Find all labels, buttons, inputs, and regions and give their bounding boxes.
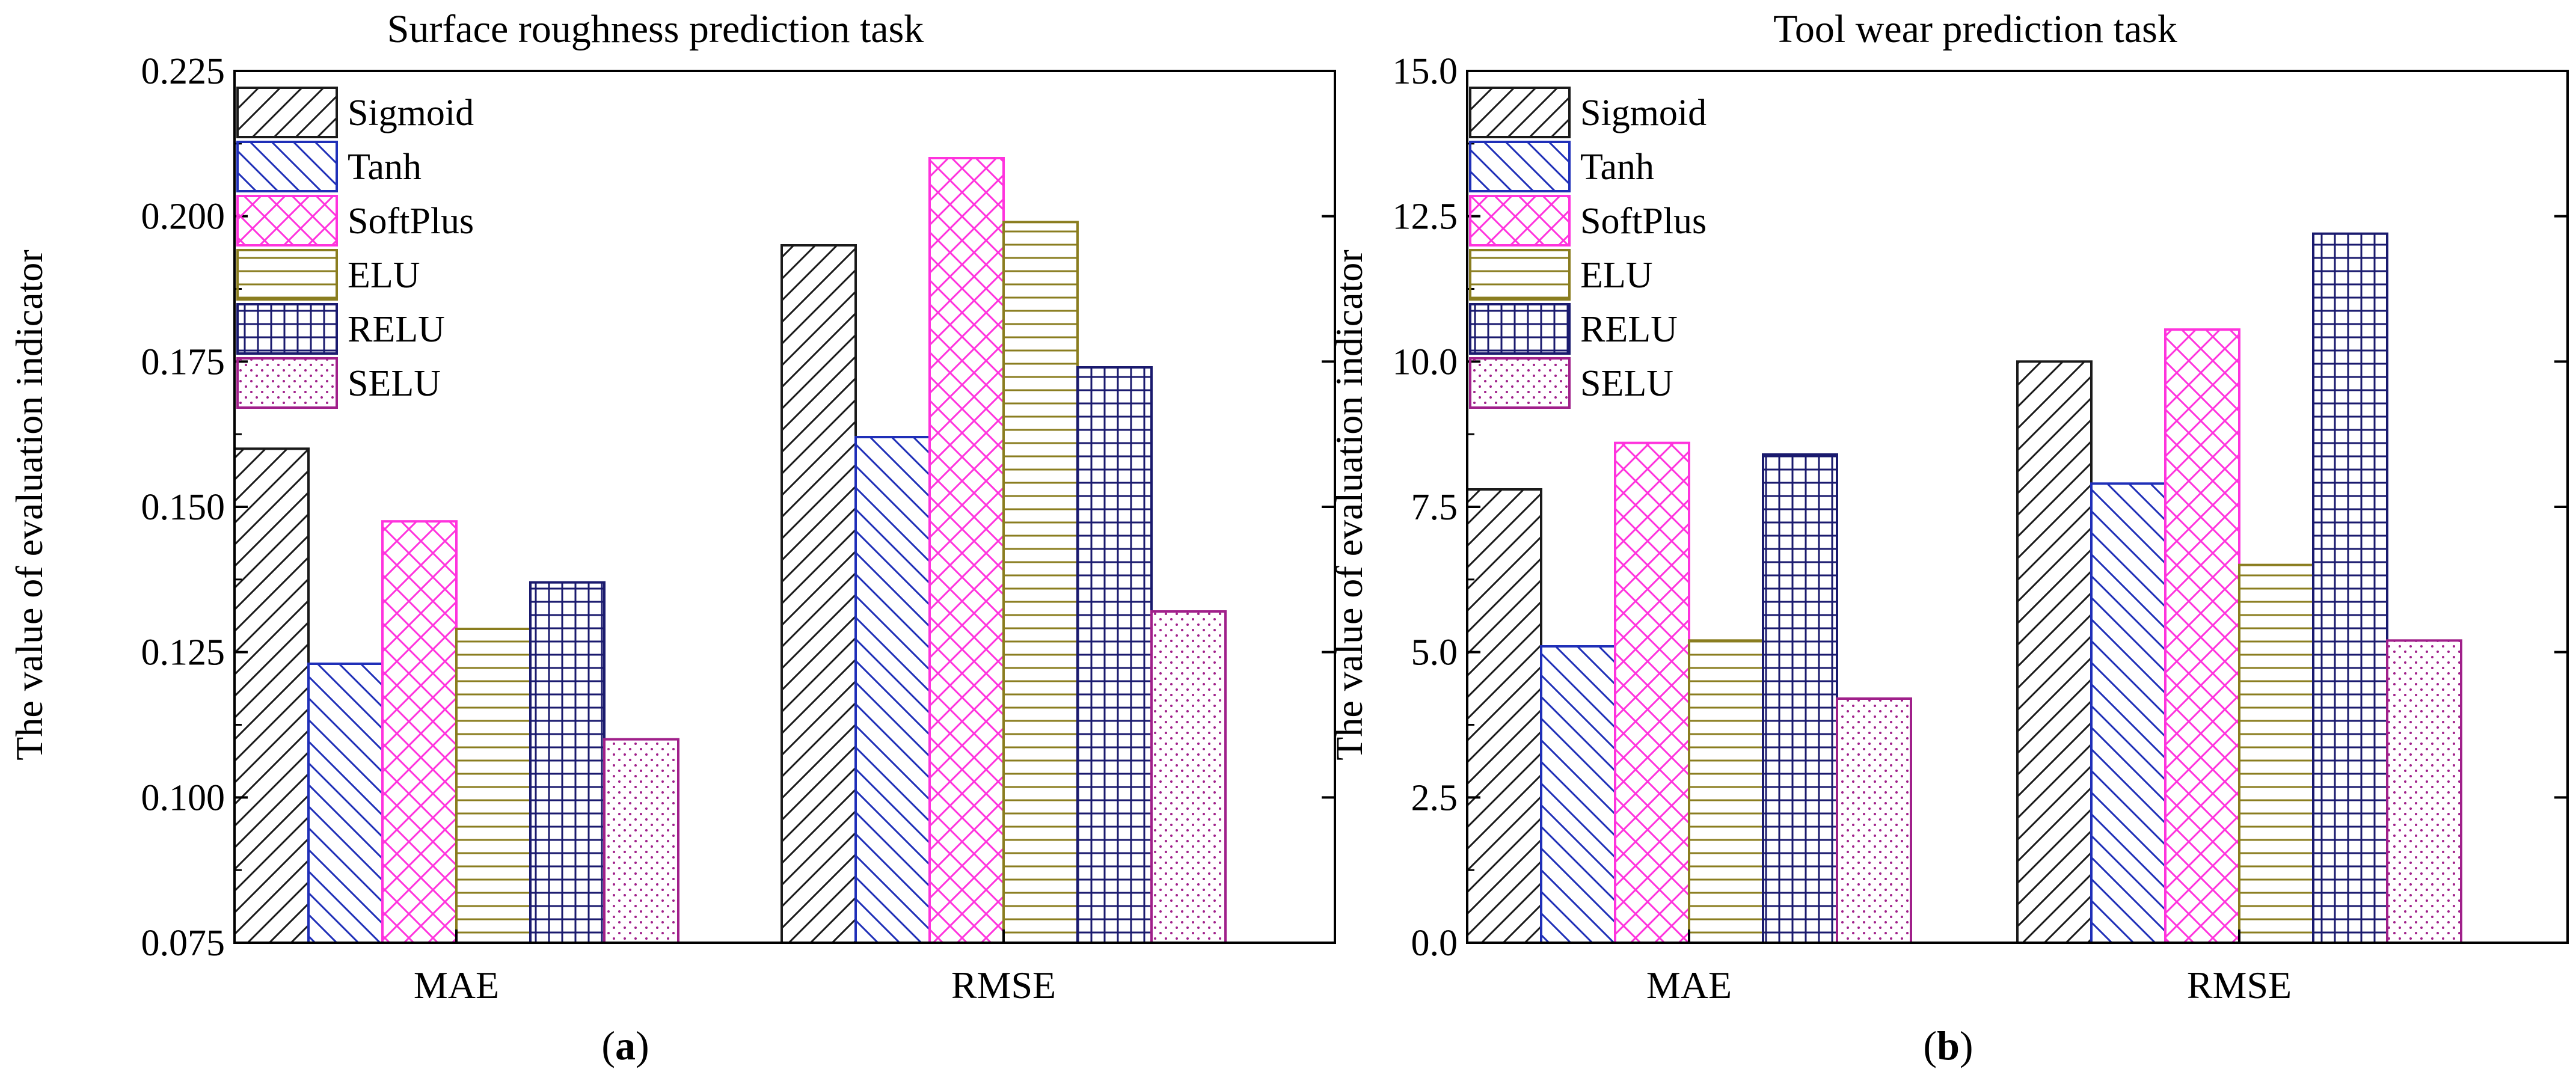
panel-label-b: (b) <box>1923 1023 1973 1068</box>
y-tick-label: 0.100 <box>141 777 225 818</box>
legend-swatch-elu <box>1469 249 1571 301</box>
bar-selu-mae <box>1836 697 1912 944</box>
y-tick-label: 0.200 <box>141 197 225 237</box>
bar-softplus-rmse <box>928 157 1005 944</box>
bar-elu-mae <box>455 628 532 944</box>
x-category-label: RMSE <box>2187 964 2292 1006</box>
paren-open: ( <box>601 1023 615 1068</box>
legend-label-softplus: SoftPlus <box>348 201 474 242</box>
legend-label-relu: RELU <box>1580 309 1678 350</box>
y-tick-label: 0.175 <box>141 341 225 382</box>
y-tick-label: 0.075 <box>141 923 225 964</box>
panel-label-a: (a) <box>601 1023 649 1068</box>
chart-surface-roughness: Surface roughness prediction task The va… <box>8 7 1336 1006</box>
bar-tanh-mae <box>307 663 384 944</box>
bars-group <box>1466 232 2462 945</box>
paren-close: ) <box>1960 1023 1973 1068</box>
bar-relu-rmse <box>1076 366 1153 944</box>
y-axis-ticks: 0.0 2.5 5.0 7.5 10.0 12.5 15.0 <box>1393 51 2568 964</box>
legend-swatch-relu <box>1469 303 1571 355</box>
x-category-label: MAE <box>414 964 499 1006</box>
bar-sigmoid-mae <box>233 447 310 944</box>
y-tick-label: 0.0 <box>1411 923 1458 964</box>
y-axis-label: The value of evaluation indicator <box>1328 250 1370 760</box>
legend-label-selu: SELU <box>348 363 441 404</box>
bar-softplus-mae <box>1614 441 1690 944</box>
legend-swatch-selu <box>1469 357 1571 409</box>
bar-elu-rmse <box>1002 221 1079 944</box>
bar-elu-mae <box>1688 639 1764 945</box>
bar-selu-rmse <box>2386 639 2462 945</box>
y-axis-ticks: 0.075 0.100 0.125 0.150 0.175 0.200 0.225 <box>141 51 1335 964</box>
chart-tool-wear: Tool wear prediction task The value of e… <box>1328 7 2569 1006</box>
paren-close: ) <box>636 1023 649 1068</box>
bar-sigmoid-mae <box>1466 488 1542 944</box>
legend-swatch-softplus <box>236 195 338 247</box>
legend-label-sigmoid: Sigmoid <box>348 93 474 133</box>
y-tick-label: 15.0 <box>1393 51 1458 92</box>
x-axis-categories: MAE RMSE <box>414 929 1056 1006</box>
legend-swatch-elu <box>236 249 338 301</box>
x-category-label: MAE <box>1646 964 1732 1006</box>
y-axis-label: The value of evaluation indicator <box>8 250 51 760</box>
bar-sigmoid-rmse <box>780 244 857 944</box>
chart-title: Tool wear prediction task <box>1773 7 2177 51</box>
bar-selu-rmse <box>1150 610 1227 944</box>
bar-tanh-rmse <box>854 436 931 944</box>
bar-relu-mae <box>1762 453 1838 944</box>
bar-elu-rmse <box>2238 563 2314 944</box>
y-tick-label: 2.5 <box>1411 777 1458 818</box>
legend-label-selu: SELU <box>1580 363 1673 404</box>
legend: Sigmoid Tanh SoftPlus ELU RELU SELU <box>1469 87 1707 409</box>
bar-tanh-rmse <box>2090 482 2167 944</box>
y-tick-label: 10.0 <box>1393 341 1458 382</box>
bar-selu-mae <box>603 738 679 944</box>
legend-swatch-selu <box>236 357 338 409</box>
y-tick-label: 5.0 <box>1411 632 1458 673</box>
y-tick-label: 12.5 <box>1393 197 1458 237</box>
panel-letter: a <box>615 1023 636 1068</box>
legend-swatch-softplus <box>1469 195 1571 247</box>
y-tick-label: 0.150 <box>141 487 225 528</box>
legend-label-tanh: Tanh <box>348 147 422 188</box>
x-category-label: RMSE <box>951 964 1056 1006</box>
x-axis-categories: MAE RMSE <box>1646 929 2292 1006</box>
y-tick-label: 0.225 <box>141 51 225 92</box>
chart-title: Surface roughness prediction task <box>387 7 924 51</box>
y-tick-label: 0.125 <box>141 632 225 673</box>
y-tick-label: 7.5 <box>1411 487 1458 528</box>
bar-relu-mae <box>529 581 606 944</box>
bar-sigmoid-rmse <box>2016 360 2093 944</box>
legend-swatch-sigmoid <box>236 87 338 138</box>
bar-relu-rmse <box>2312 232 2388 945</box>
legend-swatch-tanh <box>236 141 338 192</box>
legend-swatch-sigmoid <box>1469 87 1571 138</box>
paren-open: ( <box>1923 1023 1937 1068</box>
legend-label-tanh: Tanh <box>1580 147 1654 188</box>
bar-softplus-mae <box>381 520 458 944</box>
legend: Sigmoid Tanh SoftPlus ELU RELU SELU <box>236 87 474 409</box>
legend-label-elu: ELU <box>348 255 420 296</box>
legend-swatch-tanh <box>1469 141 1571 192</box>
legend-label-relu: RELU <box>348 309 445 350</box>
legend-swatch-relu <box>236 303 338 355</box>
bars-group <box>233 157 1227 944</box>
legend-label-sigmoid: Sigmoid <box>1580 93 1707 133</box>
bar-tanh-mae <box>1540 645 1616 944</box>
panel-letter: b <box>1937 1023 1960 1068</box>
legend-label-softplus: SoftPlus <box>1580 201 1707 242</box>
bar-softplus-rmse <box>2164 328 2240 944</box>
legend-label-elu: ELU <box>1580 255 1653 296</box>
